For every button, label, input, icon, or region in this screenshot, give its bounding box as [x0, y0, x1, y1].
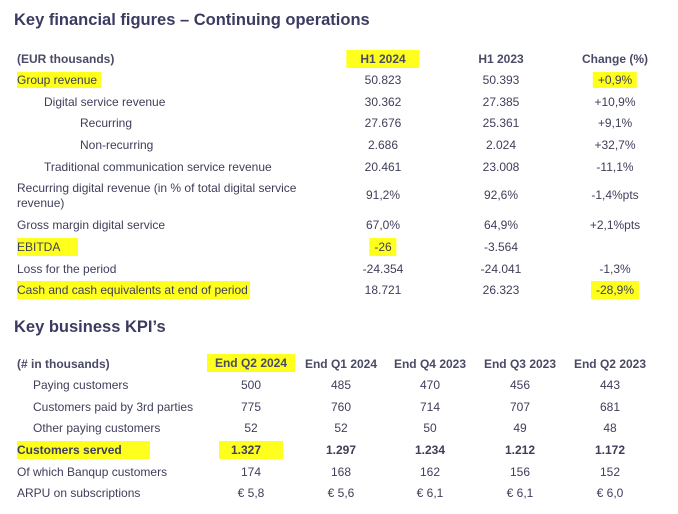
kpi-header-label: (# in thousands) — [17, 357, 110, 371]
value-h1-2023: 64,9% — [483, 218, 519, 232]
value-end-q3-2023: 49 — [513, 421, 527, 435]
value-change: +32,7% — [594, 138, 636, 152]
business-kpis-title: Key business KPI’s — [14, 318, 166, 336]
value-end-q1-2024: 168 — [330, 465, 352, 479]
value-change: -1,4%pts — [591, 188, 639, 202]
value-h1-2023: 27.385 — [482, 95, 520, 109]
value-h1-2023: 50.393 — [482, 73, 520, 87]
value-h1-2024: -24.354 — [362, 262, 404, 276]
value-end-q2-2024: 500 — [240, 378, 262, 392]
row-label: Recurring — [80, 116, 133, 130]
value-end-q2-2023: 1.172 — [594, 443, 626, 457]
header-end-q2-2023: End Q2 2023 — [573, 357, 647, 371]
row-label: EBITDA — [17, 238, 79, 256]
value-end-q1-2024: € 5,6 — [327, 486, 355, 500]
row-label: Digital service revenue — [44, 95, 166, 109]
value-h1-2024: -26 — [369, 238, 397, 256]
value-h1-2024: 30.362 — [364, 95, 402, 109]
header-end-q2-2024: End Q2 2024 — [206, 354, 296, 372]
row-label: Recurring digital revenue (in % of total… — [17, 181, 297, 210]
value-change: +9,1% — [597, 116, 633, 130]
value-h1-2024: 50.823 — [364, 73, 402, 87]
value-end-q2-2024: 52 — [244, 421, 258, 435]
value-end-q4-2023: 162 — [419, 465, 441, 479]
value-end-q2-2024: € 5,8 — [237, 486, 265, 500]
value-change: +10,9% — [594, 95, 636, 109]
header-end-q4-2023: End Q4 2023 — [393, 357, 467, 371]
value-end-q2-2023: 681 — [599, 400, 621, 414]
value-end-q2-2023: € 6,0 — [596, 486, 624, 500]
row-label: Customers served — [17, 441, 150, 459]
value-end-q3-2023: 456 — [509, 378, 531, 392]
row-label: Other paying customers — [33, 421, 161, 435]
value-h1-2023: 92,6% — [483, 188, 519, 202]
row-label: Loss for the period — [17, 262, 117, 276]
value-end-q1-2024: 485 — [330, 378, 352, 392]
value-end-q4-2023: 50 — [423, 421, 437, 435]
financial-figures-title: Key financial figures – Continuing opera… — [14, 11, 370, 29]
value-change: +2,1%pts — [589, 218, 641, 232]
header-end-q3-2023: End Q3 2023 — [483, 357, 557, 371]
header-end-q1-2024: End Q1 2024 — [304, 357, 378, 371]
row-label: Of which Banqup customers — [17, 465, 168, 479]
header-change: Change (%) — [582, 52, 648, 66]
value-h1-2023: 2.024 — [485, 138, 517, 152]
value-h1-2023: 25.361 — [482, 116, 520, 130]
value-h1-2024: 67,0% — [365, 218, 401, 232]
row-label: ARPU on subscriptions — [17, 486, 141, 500]
value-change: +0,9% — [592, 72, 638, 88]
value-end-q4-2023: 470 — [419, 378, 441, 392]
value-change: -28,9% — [590, 281, 640, 299]
value-end-q3-2023: 707 — [509, 400, 531, 414]
row-label: Non-recurring — [80, 138, 154, 152]
row-label: Customers paid by 3rd parties — [33, 400, 194, 414]
value-end-q2-2023: 48 — [603, 421, 617, 435]
value-h1-2023: 23.008 — [482, 160, 520, 174]
value-change: -1,3% — [599, 262, 631, 276]
value-h1-2024: 20.461 — [364, 160, 402, 174]
value-end-q4-2023: € 6,1 — [416, 486, 444, 500]
value-h1-2023: -3.564 — [483, 240, 519, 254]
value-end-q3-2023: 156 — [509, 465, 531, 479]
value-end-q1-2024: 1.297 — [325, 443, 357, 457]
value-end-q3-2023: € 6,1 — [506, 486, 534, 500]
value-end-q4-2023: 1.234 — [414, 443, 446, 457]
value-change: -11,1% — [596, 160, 634, 174]
value-end-q2-2023: 152 — [599, 465, 621, 479]
value-h1-2023: -24.041 — [480, 262, 522, 276]
row-label: Cash and cash equivalents at end of peri… — [17, 281, 250, 299]
row-label: Gross margin digital service — [17, 218, 166, 232]
value-h1-2024: 18.721 — [364, 283, 402, 297]
value-h1-2024: 91,2% — [365, 188, 401, 202]
financial-header-label: (EUR thousands) — [17, 52, 115, 66]
value-end-q3-2023: 1.212 — [504, 443, 536, 457]
row-label: Traditional communication service revenu… — [44, 160, 272, 174]
value-h1-2024: 2.686 — [367, 138, 399, 152]
value-end-q1-2024: 760 — [330, 400, 352, 414]
row-label: Paying customers — [33, 378, 129, 392]
header-h1-2024: H1 2024 — [346, 50, 420, 68]
value-end-q2-2023: 443 — [599, 378, 621, 392]
header-h1-2023: H1 2023 — [478, 52, 524, 66]
value-end-q2-2024: 775 — [240, 400, 262, 414]
value-h1-2024: 27.676 — [364, 116, 402, 130]
value-end-q2-2024: 174 — [240, 465, 262, 479]
value-end-q1-2024: 52 — [334, 421, 348, 435]
value-end-q4-2023: 714 — [419, 400, 441, 414]
value-h1-2023: 26.323 — [482, 283, 520, 297]
value-end-q2-2024: 1.327 — [218, 441, 284, 459]
row-label: Group revenue — [17, 72, 102, 88]
